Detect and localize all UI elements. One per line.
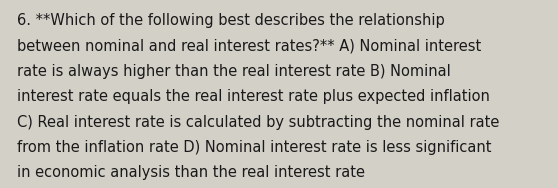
- Text: C) Real interest rate is calculated by subtracting the nominal rate: C) Real interest rate is calculated by s…: [17, 115, 499, 130]
- Text: rate is always higher than the real interest rate B) Nominal: rate is always higher than the real inte…: [17, 64, 450, 79]
- Text: 6. **Which of the following best describes the relationship: 6. **Which of the following best describ…: [17, 13, 445, 28]
- Text: from the inflation rate D) Nominal interest rate is less significant: from the inflation rate D) Nominal inter…: [17, 140, 491, 155]
- Text: interest rate equals the real interest rate plus expected inflation: interest rate equals the real interest r…: [17, 89, 489, 104]
- Text: in economic analysis than the real interest rate: in economic analysis than the real inter…: [17, 165, 365, 180]
- Text: between nominal and real interest rates?** A) Nominal interest: between nominal and real interest rates?…: [17, 39, 481, 54]
